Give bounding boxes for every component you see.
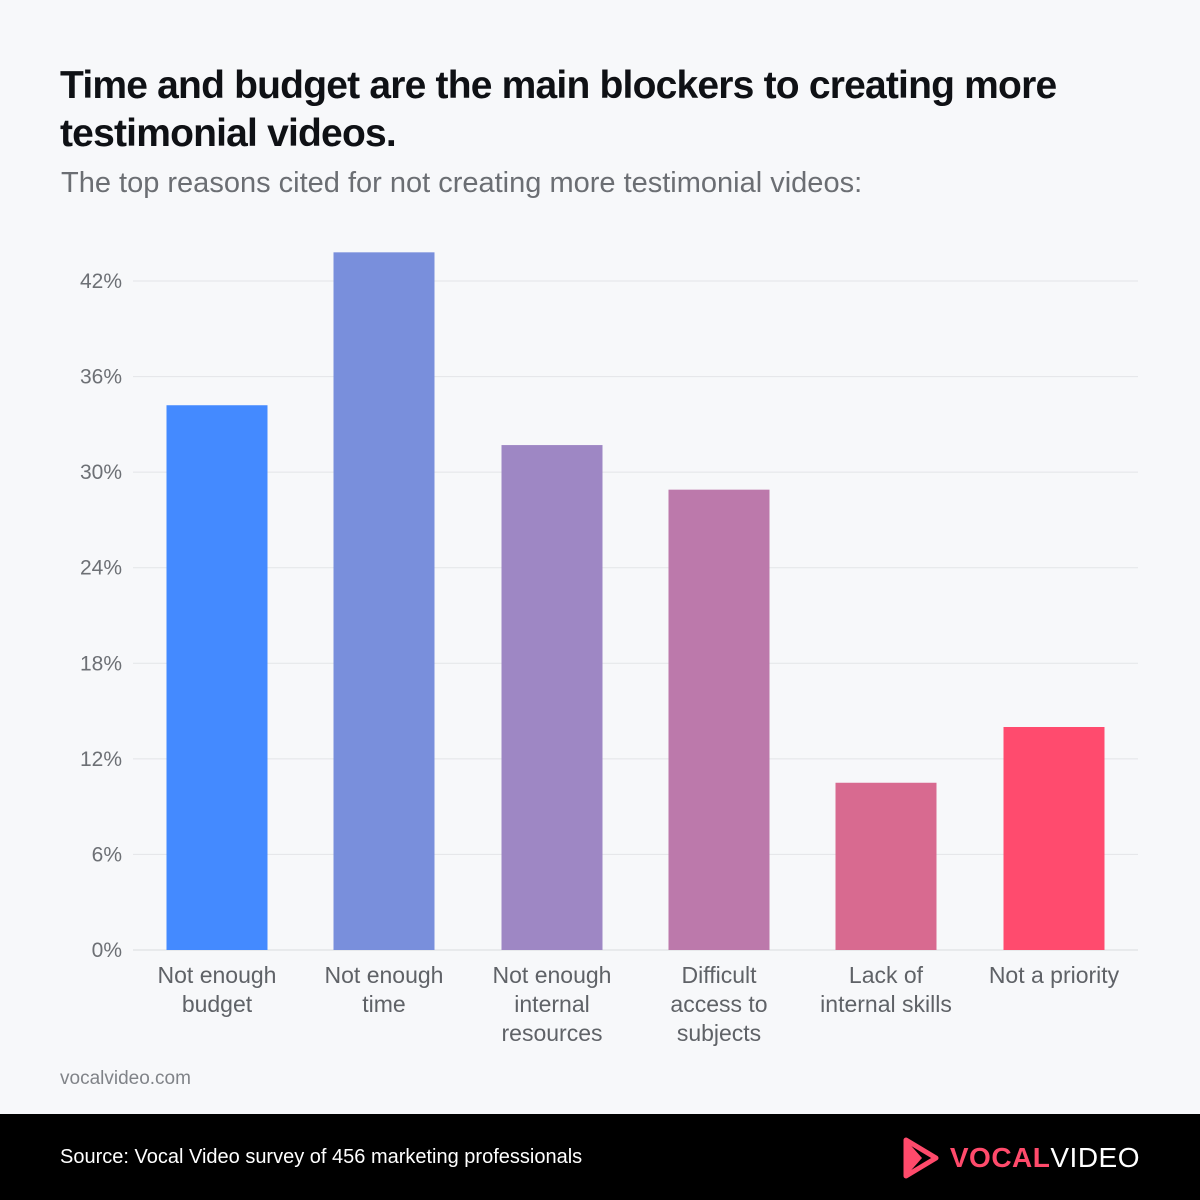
y-tick-label: 30% — [80, 461, 122, 484]
x-category-label: Not enough — [158, 962, 277, 988]
source-text: Source: Vocal Video survey of 456 market… — [60, 1146, 583, 1168]
x-category-label: Not enough — [493, 962, 612, 988]
y-tick-label: 36% — [80, 366, 122, 389]
chart-subtitle: The top reasons cited for not creating m… — [61, 167, 863, 199]
x-category-label: access to — [670, 991, 767, 1017]
logo-word-vocal: VOCAL — [949, 1142, 1051, 1173]
x-category-label: Not enough — [325, 962, 444, 988]
bar — [166, 405, 268, 950]
bar — [668, 489, 770, 950]
x-category-label: internal skills — [820, 991, 952, 1017]
x-category-label: Difficult — [682, 962, 758, 988]
vocal-video-logo: VOCAL VIDEO — [900, 1136, 1140, 1180]
bar — [501, 445, 603, 950]
y-tick-label: 42% — [80, 270, 122, 293]
footer-bar: Source: Vocal Video survey of 456 market… — [0, 1114, 1200, 1200]
x-category-label: budget — [182, 991, 253, 1017]
site-url: vocalvideo.com — [60, 1068, 191, 1089]
x-category-label: time — [362, 991, 405, 1017]
x-category-label: subjects — [677, 1020, 761, 1046]
bar-chart: 0% 6% 12% 18% 24% 30% 36% 42% Not enough budget No… — [80, 252, 1138, 1046]
y-tick-label: 6% — [92, 843, 122, 866]
chart-title: Time and budget are the main blockers to… — [60, 64, 1057, 155]
x-category-label: Not a priority — [989, 962, 1120, 988]
bar — [1003, 727, 1105, 950]
x-category-label: internal — [514, 991, 589, 1017]
x-category-label: Lack of — [849, 962, 924, 988]
bar — [333, 252, 435, 951]
y-tick-label: 12% — [80, 748, 122, 771]
logo-word-video: VIDEO — [1050, 1142, 1140, 1173]
y-tick-label: 18% — [80, 652, 122, 675]
y-tick-label: 24% — [80, 557, 122, 580]
bar — [835, 782, 937, 950]
y-tick-label: 0% — [92, 939, 122, 962]
play-triangle-icon — [903, 1137, 939, 1179]
x-category-label: resources — [502, 1020, 603, 1046]
